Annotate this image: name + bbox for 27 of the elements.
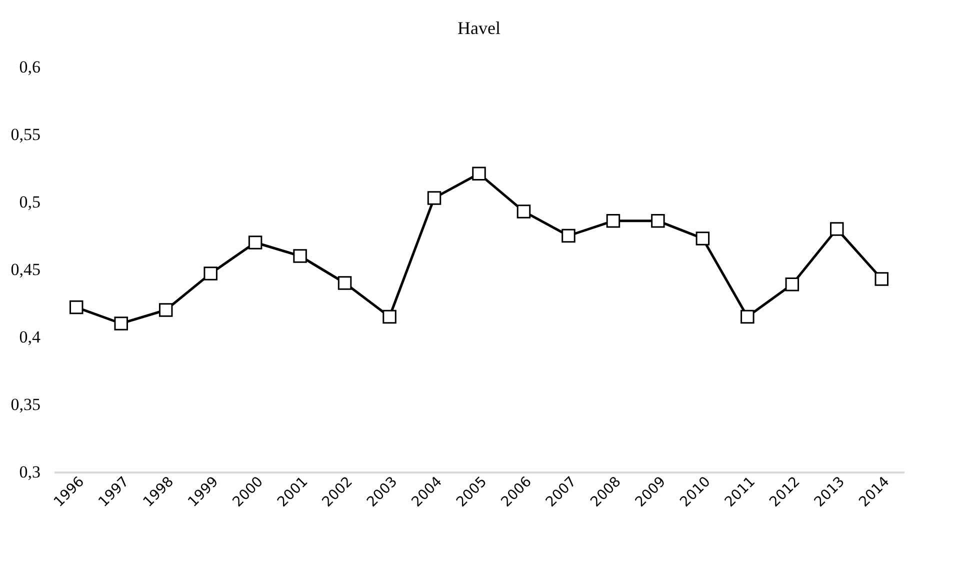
point [338,276,352,290]
point [874,272,889,286]
y-tick-label: 0,35 [10,395,40,414]
point [427,191,442,205]
point [606,214,620,228]
y-tick-label: 0,4 [19,328,41,346]
point [651,214,665,228]
point [740,310,754,324]
chart-title: Havel [458,18,500,38]
point [158,303,173,317]
point [696,232,710,246]
point [382,310,396,324]
y-tick-label: 0,3 [19,462,40,482]
point [562,228,576,243]
y-tick-label: 0,45 [10,260,40,279]
y-tick-label: 0,6 [19,58,40,76]
y-tick-label: 0,55 [10,125,40,144]
point [293,249,307,263]
point [69,300,84,314]
point [204,266,218,280]
point [114,316,128,330]
point [472,166,486,181]
point [830,222,844,236]
point [785,277,800,292]
point [248,236,262,250]
y-tick-label: 0,5 [19,192,40,212]
point [516,204,531,218]
